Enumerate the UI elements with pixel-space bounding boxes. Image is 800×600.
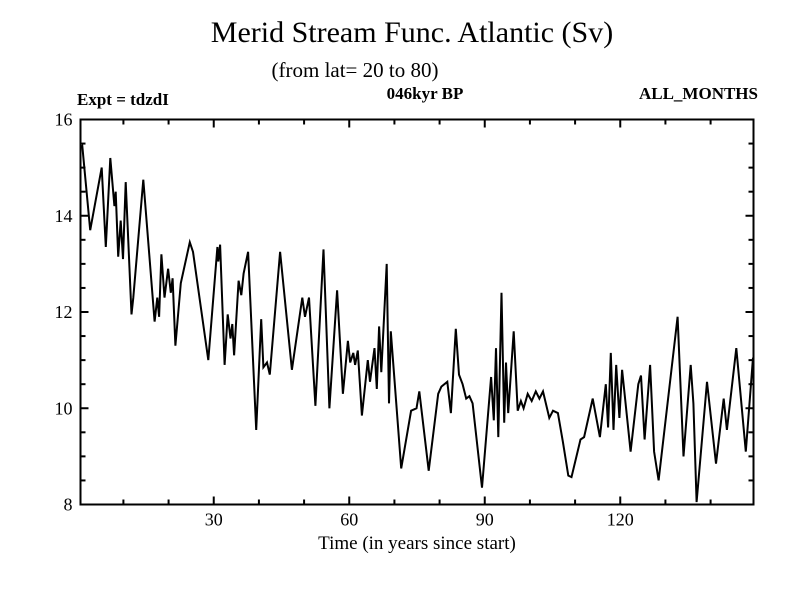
chart-subtitle: (from lat= 20 to 80) xyxy=(271,58,439,82)
y-tick-label: 16 xyxy=(55,110,73,130)
x-tick-label: 90 xyxy=(476,510,494,530)
data-series-line xyxy=(80,142,754,503)
chart-title: Merid Stream Func. Atlantic (Sv) xyxy=(210,16,614,49)
experiment-annotation: Expt = tdzdI xyxy=(77,90,169,109)
y-tick-label: 12 xyxy=(55,302,73,322)
x-tick-label: 60 xyxy=(340,510,358,530)
plot-border xyxy=(79,118,755,506)
y-tick-label: 14 xyxy=(55,206,73,226)
kyr-bp-annotation: 046kyr BP xyxy=(386,84,464,103)
x-axis-title: Time (in years since start) xyxy=(318,533,516,554)
x-tick-label: 120 xyxy=(607,510,634,530)
y-tick-label: 8 xyxy=(64,495,73,515)
months-annotation: ALL_MONTHS xyxy=(638,84,758,103)
y-tick-label: 10 xyxy=(55,398,73,418)
x-tick-label: 30 xyxy=(205,510,223,530)
